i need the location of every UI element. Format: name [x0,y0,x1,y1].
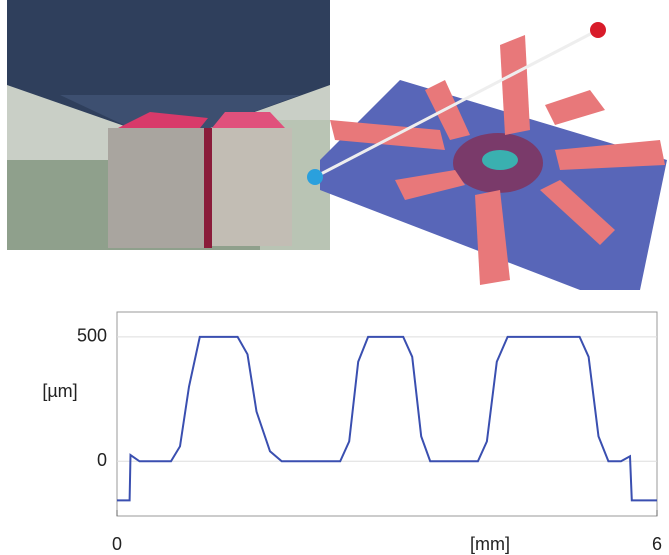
y-axis-label: [µm] [42,381,77,401]
photo [7,0,330,250]
figure: [µm] [mm] 0 500 0 6 [0,0,669,555]
x-tick-label: 6 [652,534,662,554]
surface-render [307,22,667,290]
x-axis-label: [mm] [470,534,510,554]
data-line [117,337,657,500]
y-tick-label: 500 [77,326,107,346]
y-tick-label: 0 [97,450,107,470]
x-tick-label: 0 [112,534,122,554]
